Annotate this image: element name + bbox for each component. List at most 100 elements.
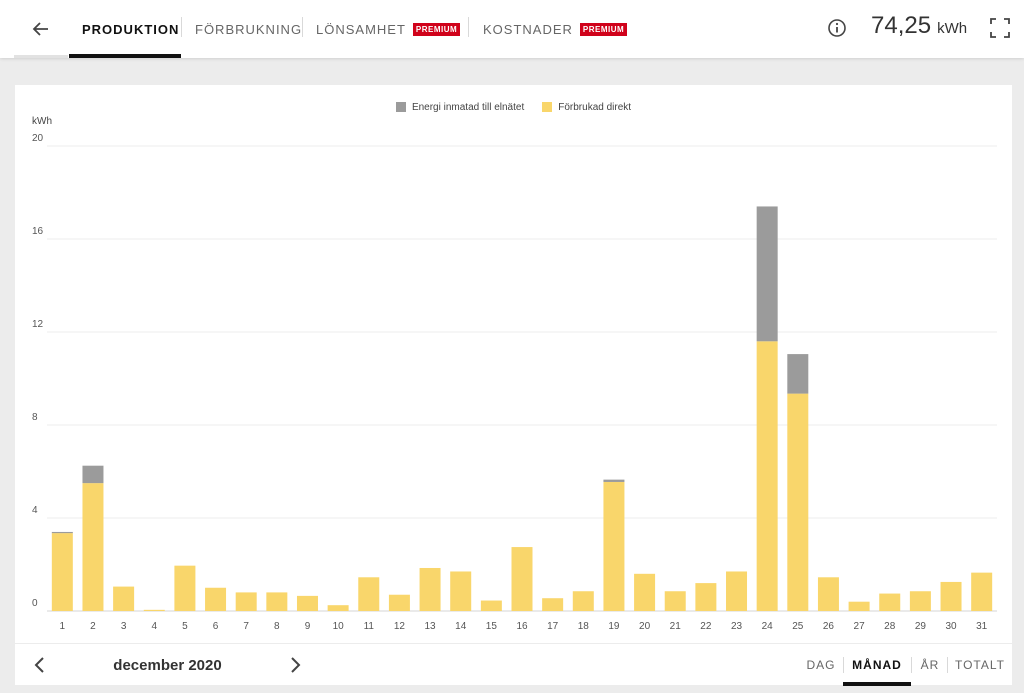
x-tick-label: 22: [700, 621, 712, 632]
bar-direct-day-23: [726, 571, 748, 611]
range-tab-dag[interactable]: DAG: [803, 644, 839, 686]
total-unit: kWh: [937, 20, 968, 37]
x-tick-label: 30: [945, 621, 957, 632]
bar-direct-day-19: [603, 481, 625, 611]
tab-divider: [468, 17, 469, 37]
x-tick-label: 28: [884, 621, 896, 632]
back-button[interactable]: [14, 0, 68, 58]
range-tab-totalt[interactable]: TOTALT: [951, 644, 1009, 686]
active-tab-indicator: [69, 54, 181, 58]
x-tick-label: 10: [333, 621, 345, 632]
bar-direct-day-7: [235, 592, 257, 611]
x-tick-label: 17: [547, 621, 559, 632]
x-tick-label: 13: [425, 621, 437, 632]
x-tick-label: 21: [670, 621, 682, 632]
x-tick-label: 26: [823, 621, 835, 632]
x-tick-label: 9: [305, 621, 311, 632]
y-tick-label: 0: [32, 598, 38, 609]
x-tick-label: 15: [486, 621, 498, 632]
bar-direct-day-10: [327, 605, 349, 611]
range-tab-ar[interactable]: ÅR: [915, 644, 945, 686]
tab-lonsamhet[interactable]: LÖNSAMHET PREMIUM: [316, 0, 461, 58]
bar-direct-day-13: [419, 567, 441, 611]
legend-swatch-direct: [542, 102, 553, 112]
bar-direct-day-20: [634, 573, 656, 611]
bar-exported-day-19: [603, 479, 625, 482]
x-tick-label: 19: [608, 621, 620, 632]
legend-item-exported[interactable]: Energi inmatad till elnätet: [395, 99, 524, 115]
x-tick-label: 2: [90, 621, 96, 632]
range-tab-manad[interactable]: MÅNAD: [845, 644, 909, 686]
bar-direct-day-11: [358, 577, 380, 611]
total-value: 74,25: [871, 12, 932, 39]
active-range-indicator: [843, 682, 911, 686]
bar-direct-day-16: [511, 547, 533, 611]
y-tick-label: 8: [32, 412, 38, 423]
next-period-button[interactable]: [283, 653, 307, 677]
bar-direct-day-25: [787, 393, 809, 611]
range-tab-manad-label: MÅNAD: [852, 658, 902, 672]
x-tick-label: 8: [274, 621, 280, 632]
bar-direct-day-24: [756, 341, 778, 611]
bar-direct-day-3: [113, 586, 135, 611]
bar-direct-day-30: [940, 581, 962, 611]
chevron-left-icon: [34, 657, 44, 673]
x-tick-label: 29: [915, 621, 927, 632]
x-tick-label: 3: [121, 621, 127, 632]
bar-direct-day-6: [205, 587, 227, 611]
bottom-bar: december 2020 DAG MÅNAD ÅR TOTALT: [15, 643, 1012, 686]
range-tab-ar-label: ÅR: [920, 658, 940, 672]
previous-period-button[interactable]: [28, 653, 52, 677]
tab-produktion[interactable]: PRODUKTION: [82, 0, 179, 58]
range-tab-totalt-label: TOTALT: [954, 658, 1005, 672]
x-tick-label: 25: [792, 621, 804, 632]
legend-item-direct[interactable]: Förbrukad direkt: [542, 99, 631, 115]
bar-direct-day-29: [909, 591, 931, 611]
legend-swatch-exported: [395, 102, 406, 112]
bar-direct-day-8: [266, 592, 288, 611]
tab-lonsamhet-label: LÖNSAMHET: [316, 21, 406, 37]
x-tick-label: 7: [243, 621, 249, 632]
x-tick-label: 11: [364, 621, 375, 632]
x-tick-label: 16: [516, 621, 528, 632]
fullscreen-button[interactable]: [988, 16, 1012, 40]
bar-direct-day-17: [542, 598, 564, 611]
tab-divider: [302, 17, 303, 37]
bar-direct-day-27: [848, 601, 870, 611]
total-production: 74,25 kWh: [871, 12, 967, 44]
x-tick-label: 14: [455, 621, 467, 632]
bar-exported-day-1: [51, 531, 73, 534]
chevron-right-icon: [291, 657, 301, 673]
period-label: december 2020: [113, 656, 222, 674]
y-axis-unit-label: kWh: [32, 116, 52, 127]
bar-direct-day-4: [143, 609, 165, 611]
info-button[interactable]: [826, 17, 848, 39]
x-tick-label: 23: [731, 621, 743, 632]
info-icon: [828, 19, 846, 37]
bar-direct-day-18: [572, 591, 594, 611]
tab-forbrukning[interactable]: FÖRBRUKNING: [195, 0, 302, 58]
range-divider: [911, 657, 912, 673]
bar-direct-day-9: [296, 595, 318, 611]
bar-direct-day-21: [664, 591, 686, 611]
y-tick-label: 4: [32, 505, 38, 516]
tab-divider: [181, 17, 182, 37]
premium-badge: PREMIUM: [412, 22, 461, 36]
arrow-left-icon: [32, 22, 48, 36]
bar-direct-day-2: [82, 483, 104, 611]
x-tick-label: 18: [578, 621, 590, 632]
bar-direct-day-22: [695, 583, 717, 611]
bar-direct-day-1: [51, 533, 73, 611]
fullscreen-icon: [990, 18, 1010, 38]
x-tick-label: 5: [182, 621, 188, 632]
legend-label-direct: Förbrukad direkt: [558, 101, 632, 113]
bar-direct-day-28: [879, 593, 901, 611]
tab-forbrukning-label: FÖRBRUKNING: [195, 21, 303, 37]
tab-kostnader[interactable]: KOSTNADER PREMIUM: [483, 0, 628, 58]
chart-legend: Energi inmatad till elnätet Förbrukad di…: [15, 99, 1012, 115]
x-tick-label: 24: [762, 621, 774, 632]
range-divider: [843, 657, 844, 673]
x-tick-label: 27: [854, 621, 866, 632]
x-tick-label: 6: [213, 621, 219, 632]
